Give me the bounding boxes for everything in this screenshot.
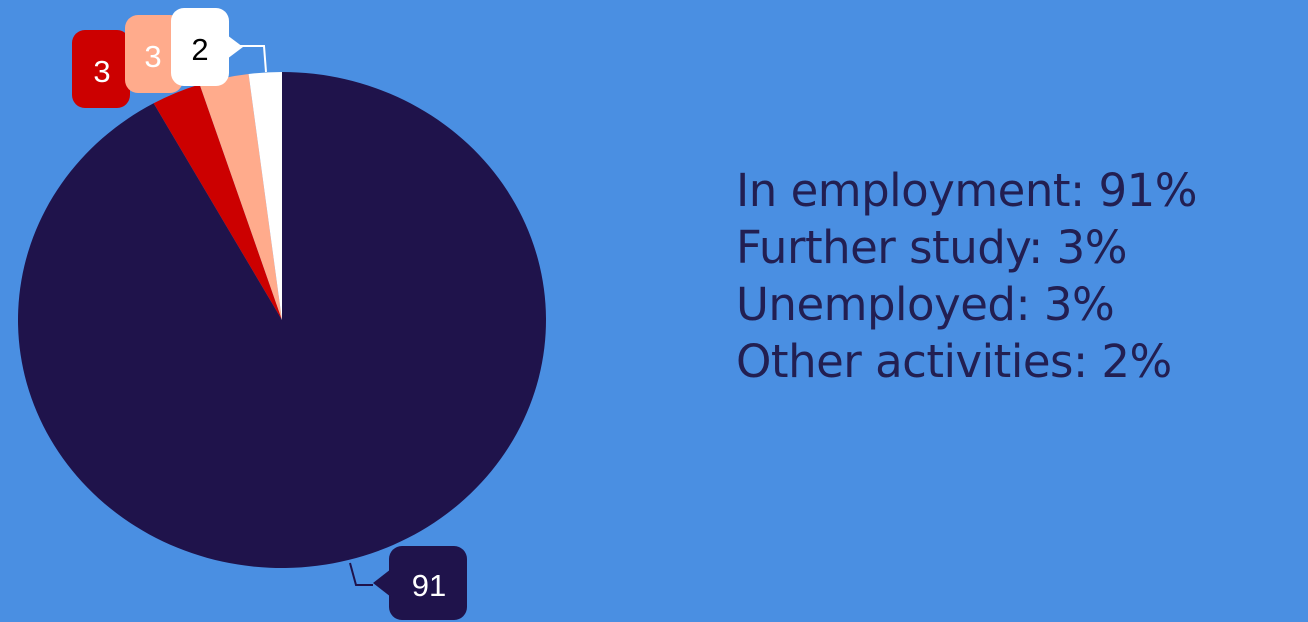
legend-item-further-study: Further study: 3%	[736, 221, 1128, 274]
data-label-unemployed: 3	[125, 15, 183, 93]
legend-item-unemployed: Unemployed: 3%	[736, 278, 1115, 331]
label-box	[389, 546, 467, 620]
pie-slice-other-activities	[248, 72, 282, 320]
legend-item-other-activities: Other activities: 2%	[736, 335, 1172, 388]
data-label-value-further-study: 3	[93, 54, 110, 89]
data-label-value-other-activities: 2	[191, 32, 208, 67]
data-label-value-unemployed: 3	[144, 39, 161, 74]
data-label-in-employment: 91	[349, 546, 467, 620]
pie-slices	[17, 72, 546, 568]
label-pointer	[227, 35, 243, 59]
pie-slice-in-employment	[17, 72, 546, 568]
data-label-value-in-employment: 91	[412, 568, 446, 603]
pie-slice-unemployed	[199, 73, 282, 320]
data-labels: 3 3 291	[72, 8, 467, 620]
label-box	[125, 15, 183, 93]
label-box	[171, 8, 229, 86]
label-leader-line	[349, 562, 373, 586]
chart-legend: In employment: 91% Further study: 3% Une…	[736, 162, 1198, 390]
label-pointer	[373, 569, 391, 597]
data-label-further-study: 3	[72, 30, 130, 108]
pie-slice-further-study	[153, 84, 282, 321]
data-label-other-activities: 2	[171, 8, 267, 86]
label-box	[72, 30, 130, 108]
legend-item-in-employment: In employment: 91%	[736, 164, 1198, 217]
